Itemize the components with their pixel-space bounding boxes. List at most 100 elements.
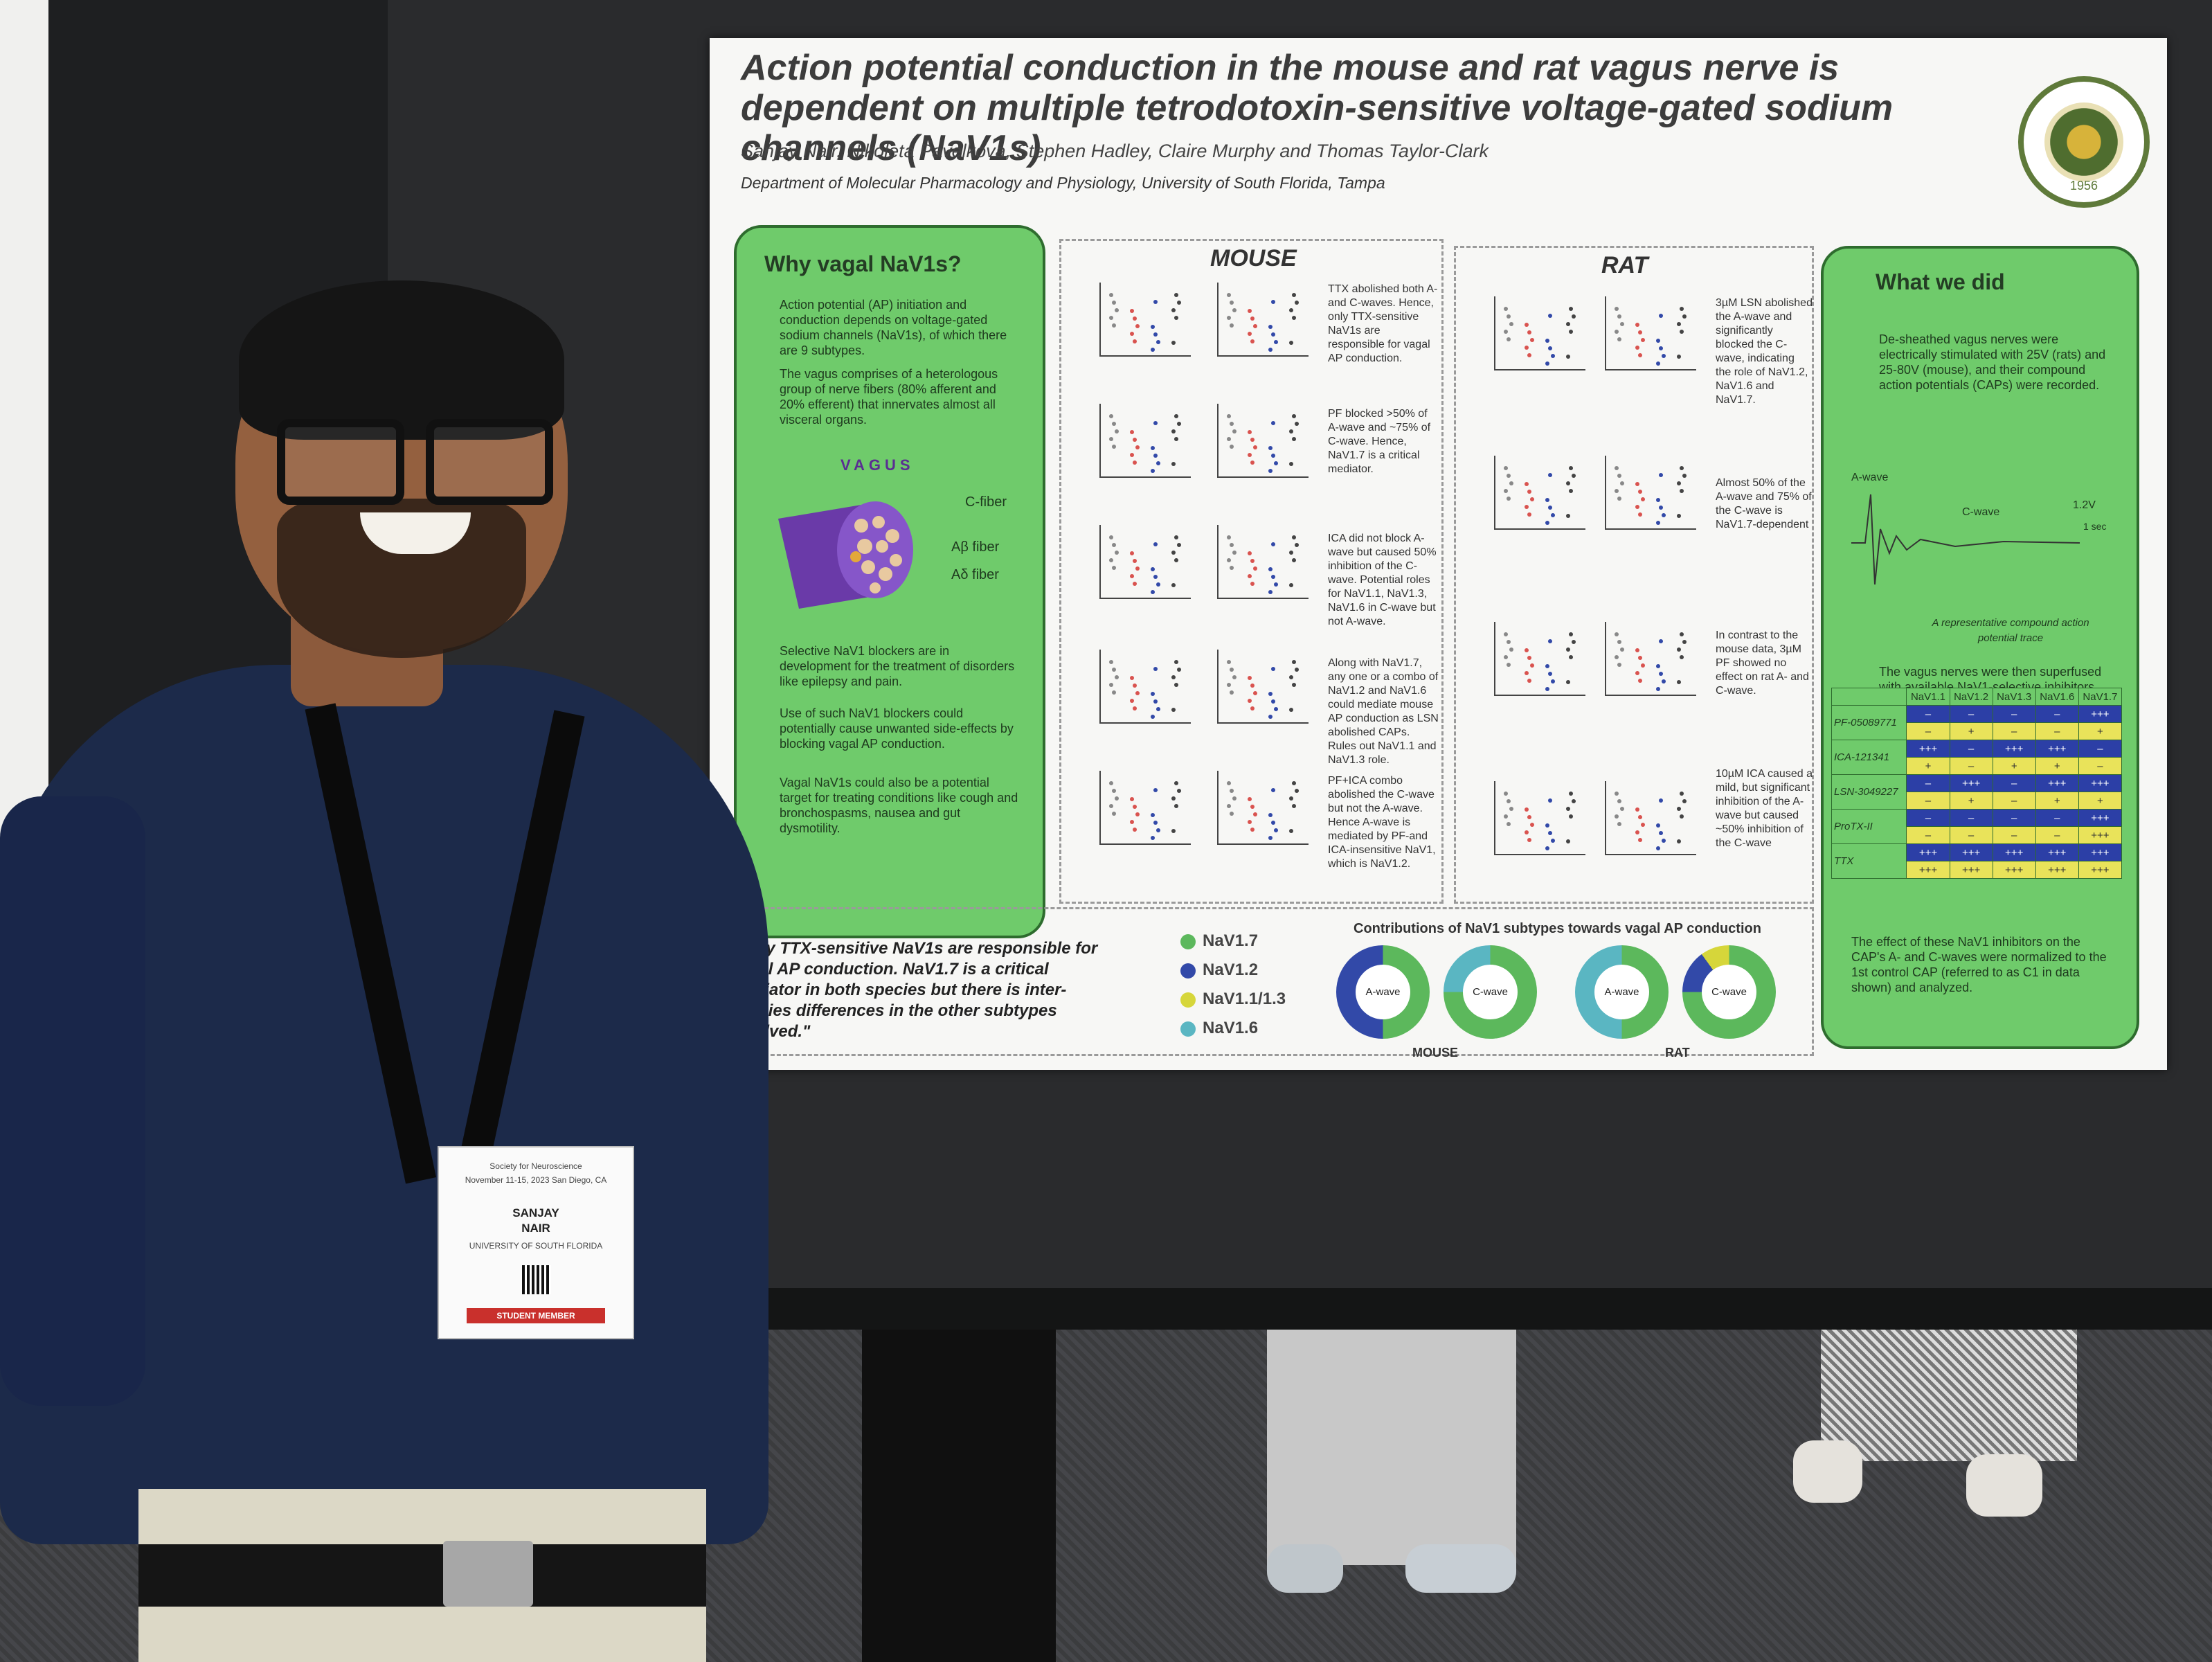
data-point	[1635, 648, 1639, 652]
data-point	[1230, 566, 1234, 570]
why-bullet: Selective NaV1 blockers are in developme…	[780, 644, 1015, 688]
table-row: PF-05089771– – – – +++	[1831, 705, 2123, 740]
mouse-note: PF blocked >50% of A-wave and ~75% of C-…	[1328, 408, 1431, 475]
data-point	[1130, 453, 1134, 457]
data-point	[1617, 314, 1621, 319]
table-row: – + – + +	[1832, 792, 2123, 810]
mouse-scatter-plot	[1217, 404, 1309, 478]
data-point	[1112, 668, 1116, 672]
data-point	[1507, 799, 1511, 803]
data-point	[1569, 792, 1573, 796]
data-point	[1109, 437, 1113, 441]
data-point	[1156, 582, 1160, 587]
data-point	[1115, 551, 1119, 555]
data-point	[1151, 469, 1155, 473]
data-point	[1230, 301, 1234, 305]
data-point	[1177, 422, 1181, 426]
table-row: – + – – +	[1832, 722, 2123, 740]
data-point	[1171, 551, 1176, 555]
data-point	[1295, 301, 1299, 305]
data-point	[1292, 683, 1296, 687]
data-point	[1525, 830, 1529, 834]
data-point	[1507, 314, 1511, 319]
data-point	[1109, 781, 1113, 785]
data-point	[1133, 559, 1137, 563]
fiber-label: Aβ fiber	[951, 539, 1000, 555]
sneaker	[1405, 1544, 1516, 1593]
data-point	[1133, 461, 1137, 465]
data-point	[1274, 828, 1278, 832]
data-point	[1638, 679, 1642, 683]
badge-last-name: NAIR	[521, 1222, 550, 1235]
data-point	[1527, 838, 1531, 842]
species-label: MOUSE	[1412, 1046, 1459, 1060]
rat-effect-cell: –	[2035, 826, 2079, 844]
data-point	[1115, 308, 1119, 312]
data-point	[1617, 474, 1621, 478]
data-point	[1620, 807, 1624, 811]
data-point	[1569, 307, 1573, 311]
data-point	[1112, 445, 1116, 449]
data-point	[1677, 839, 1681, 843]
data-point	[1507, 337, 1511, 341]
mouse-effect-cell: –	[2035, 809, 2079, 827]
data-point	[1680, 330, 1684, 334]
data-point	[1250, 582, 1255, 586]
data-point	[1115, 429, 1119, 434]
data-point	[1677, 514, 1681, 518]
data-point	[1504, 814, 1508, 819]
mouse-effect-cell: –	[1906, 774, 1950, 792]
data-point	[1153, 421, 1158, 425]
data-point	[1680, 792, 1684, 796]
mouse-effect-cell: +++	[1949, 774, 1993, 792]
data-point	[1274, 340, 1278, 344]
data-point	[1572, 640, 1576, 644]
data-point	[1268, 692, 1273, 696]
data-point	[1615, 466, 1619, 470]
data-point	[1551, 679, 1555, 683]
data-point	[1507, 822, 1511, 826]
mouse-scatter-plot	[1099, 650, 1191, 724]
data-point	[1153, 332, 1158, 337]
table-row: + – + + –	[1832, 757, 2123, 775]
data-point	[1638, 656, 1642, 660]
table-row: LSN-3049227– +++ – +++ +++	[1831, 774, 2123, 810]
data-point	[1682, 799, 1687, 803]
donut-label: A-wave	[1356, 965, 1410, 1019]
data-point	[1545, 846, 1549, 850]
fiber-label: C-fiber	[965, 494, 1007, 510]
data-point	[1659, 346, 1663, 350]
data-point	[1530, 497, 1534, 501]
data-point	[1289, 462, 1293, 466]
data-point	[1527, 353, 1531, 357]
data-point	[1171, 829, 1176, 833]
data-point	[1153, 542, 1158, 546]
trace-label: 1 sec	[2083, 521, 2107, 532]
data-point	[1230, 543, 1234, 547]
data-point	[1677, 355, 1681, 359]
research-poster: Action potential conduction in the mouse…	[710, 38, 2167, 1070]
rat-heading: RAT	[1601, 252, 1648, 278]
table-header-row: NaV1.1 NaV1.2 NaV1.3 NaV1.6 NaV1.7	[1831, 688, 2123, 706]
data-point	[1615, 814, 1619, 819]
data-point	[1133, 683, 1137, 688]
data-point	[1289, 829, 1293, 833]
data-point	[1680, 814, 1684, 819]
data-point	[1548, 314, 1552, 318]
data-point	[1548, 672, 1552, 676]
vagus-label: VAGUS	[840, 456, 915, 474]
rat-effect-cell: +	[2035, 792, 2079, 810]
rat-effect-cell: +++	[2035, 861, 2079, 879]
university-seal: 1956	[2018, 76, 2150, 208]
why-bullet: The vagus comprises of a heterologous gr…	[780, 367, 998, 427]
trace-label: 1.2V	[2073, 499, 2096, 511]
data-point	[1250, 461, 1255, 465]
drug-name: LSN-3049227	[1831, 774, 1907, 810]
data-point	[1271, 821, 1275, 825]
donut-chart: A-wave	[1336, 945, 1430, 1039]
data-point	[1525, 807, 1529, 812]
seal-year: 1956	[2069, 179, 2098, 193]
mouse-effect-cell: +++	[2035, 774, 2079, 792]
background-person-legs	[862, 1330, 1056, 1662]
cap-trace-icon	[1851, 494, 2080, 585]
